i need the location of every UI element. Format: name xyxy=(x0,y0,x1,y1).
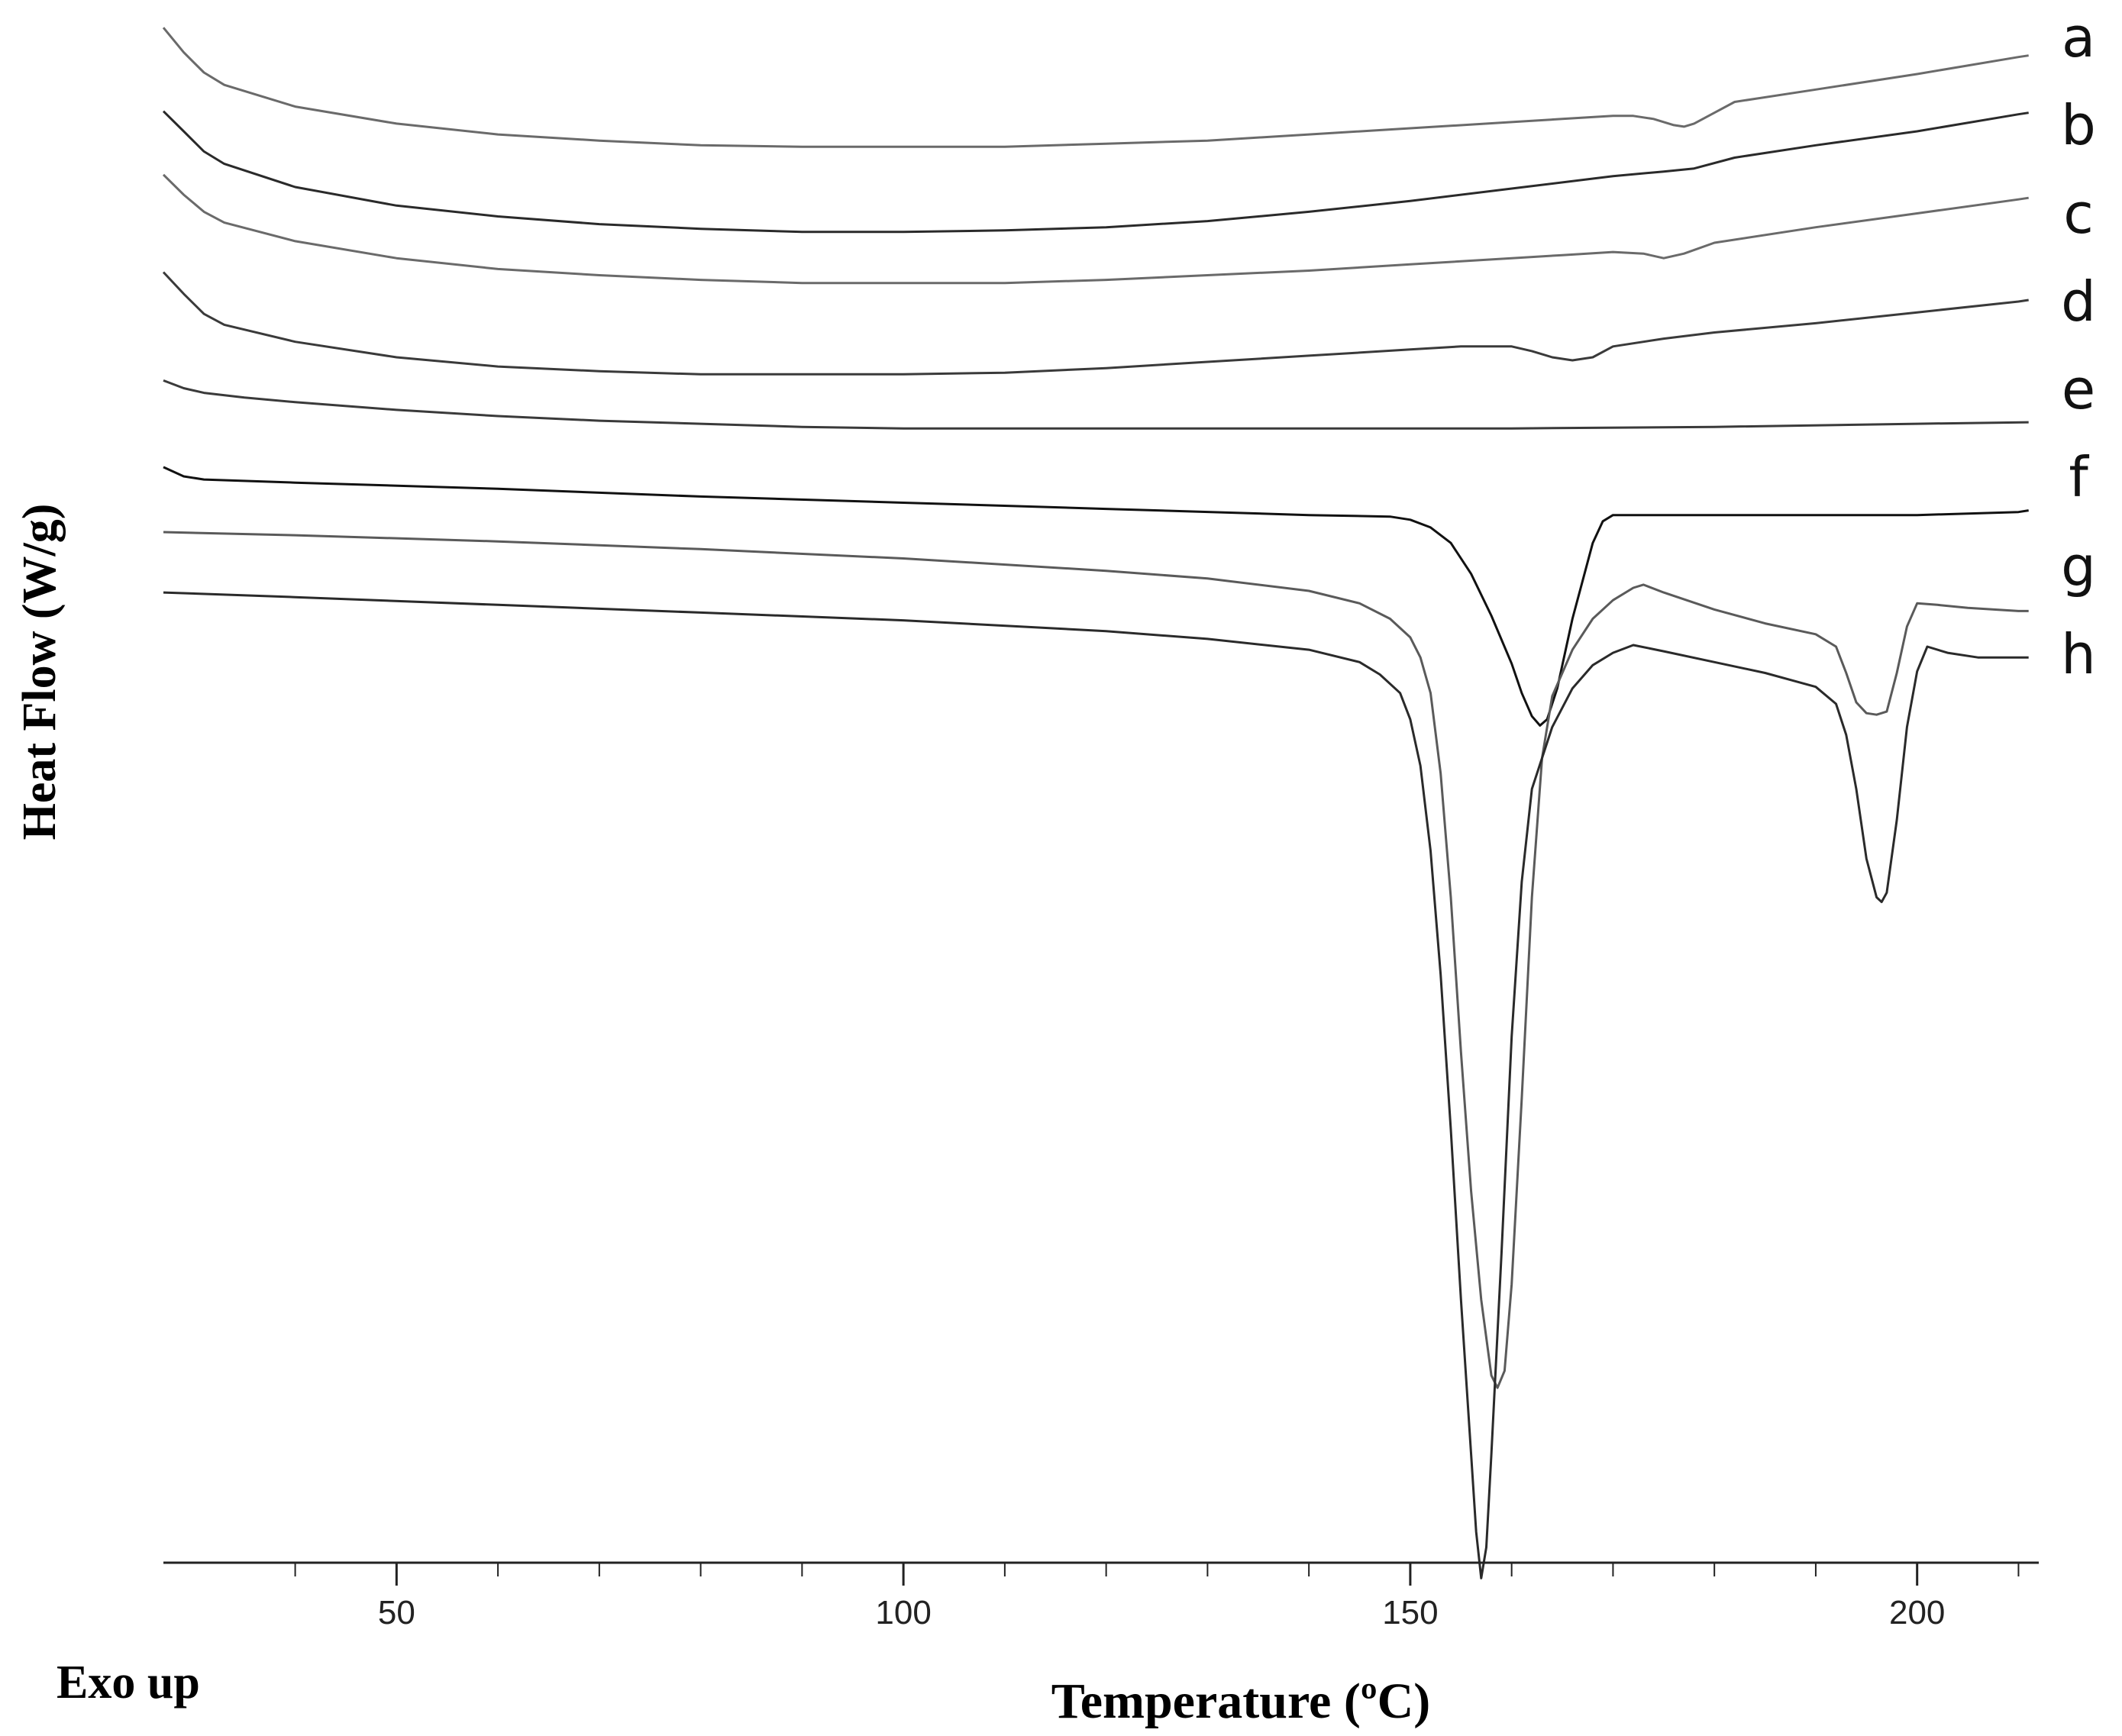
x-tick-label: 100 xyxy=(875,1594,931,1631)
x-axis-tick-labels: 50 100 150 200 xyxy=(378,1594,1946,1631)
curve-b xyxy=(162,110,2029,234)
curve-label-f: f xyxy=(2069,445,2089,509)
curve-label-g: g xyxy=(2061,534,2096,599)
curve-e xyxy=(163,379,2029,430)
y-axis-title: Heat Flow (W/g) xyxy=(14,504,66,841)
x-axis-title: Temperature (ºC) xyxy=(1051,1673,1431,1729)
x-tick-label: 50 xyxy=(378,1594,415,1631)
curve-f xyxy=(163,466,2029,727)
curve-label-d: d xyxy=(2061,269,2096,334)
curve-label-e: e xyxy=(2062,357,2095,421)
curves xyxy=(162,27,2029,1580)
curve-h xyxy=(163,591,2029,1580)
curve-d xyxy=(162,271,2029,376)
curve-label-b: b xyxy=(2061,93,2096,157)
curve-c xyxy=(162,173,2029,285)
curve-label-h: h xyxy=(2061,622,2096,686)
curve-label-a: a xyxy=(2062,5,2095,69)
curve-label-c: c xyxy=(2063,182,2094,246)
exo-up-note: Exo up xyxy=(57,1657,200,1709)
x-axis-ticks xyxy=(294,1563,2020,1586)
curve-a xyxy=(162,27,2029,148)
x-tick-label: 150 xyxy=(1382,1594,1438,1631)
x-tick-label: 200 xyxy=(1889,1594,1945,1631)
curve-g xyxy=(163,531,2029,1389)
